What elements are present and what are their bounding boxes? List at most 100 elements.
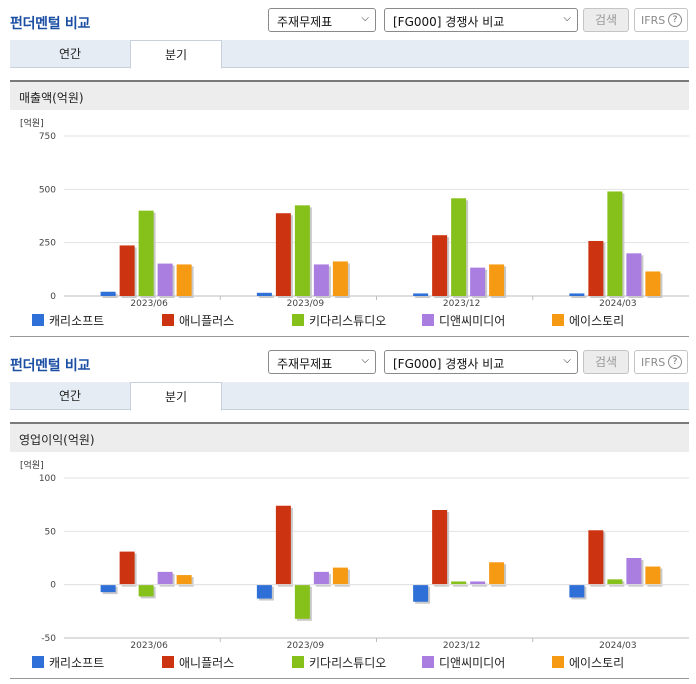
statement-type-select[interactable]: 주재무제표 ⌵ <box>268 350 376 374</box>
bar <box>607 191 623 296</box>
ifrs-help-button[interactable]: IFRS ? <box>634 350 688 374</box>
ifrs-label: IFRS <box>641 356 666 369</box>
chevron-down-icon: ⌵ <box>361 355 369 366</box>
bar <box>313 571 329 585</box>
search-button[interactable]: 검색 <box>583 8 629 32</box>
bar <box>294 205 310 296</box>
x-tick-label: 2023/12 <box>443 641 480 650</box>
bar <box>569 584 585 598</box>
bar <box>256 584 272 599</box>
bar <box>470 267 486 296</box>
tab-annual[interactable]: 연간 <box>58 389 82 403</box>
panel-title: 펀더멘털 비교 <box>10 16 91 32</box>
x-tick-label: 2024/03 <box>599 299 636 308</box>
period-tabs: 연간 분기 <box>10 382 689 411</box>
tab-annual[interactable]: 연간 <box>58 47 82 61</box>
compare-group-select[interactable]: [FG000] 경쟁사 비교 ⌵ <box>384 8 578 32</box>
bar <box>413 584 429 602</box>
legend-label: 애니플러스 <box>179 314 235 328</box>
legend-swatch <box>162 656 174 668</box>
fundamental-panel-revenue: 펀더멘털 비교 주재무제표 ⌵ [FG000] 경쟁사 비교 ⌵ 검색 IFRS… <box>10 8 689 337</box>
bar <box>645 566 661 585</box>
bar <box>100 291 116 296</box>
bar <box>432 510 448 585</box>
chevron-down-icon: ⌵ <box>563 13 571 24</box>
x-tick-label: 2024/03 <box>599 641 636 650</box>
x-tick-label: 2023/09 <box>287 641 325 650</box>
bar <box>413 293 429 296</box>
section-title: 영업이익(억원) <box>10 422 689 452</box>
bar <box>100 584 116 593</box>
search-button[interactable]: 검색 <box>583 350 629 374</box>
bar <box>157 263 173 296</box>
y-tick-label: 100 <box>39 474 56 484</box>
bar <box>588 530 604 585</box>
y-tick-label: 500 <box>39 185 56 195</box>
legend-swatch <box>292 656 304 668</box>
x-tick-label: 2023/06 <box>130 299 168 308</box>
y-tick-label: 250 <box>39 239 56 249</box>
chevron-down-icon: ⌵ <box>361 13 369 24</box>
compare-group-value: [FG000] 경쟁사 비교 <box>393 15 505 29</box>
bar <box>489 264 505 296</box>
tab-quarterly[interactable]: 분기 <box>130 40 222 69</box>
bar <box>176 575 192 585</box>
bar <box>489 562 505 585</box>
legend-swatch <box>162 314 174 326</box>
statement-type-value: 주재무제표 <box>277 15 333 29</box>
legend-label: 키다리스튜디오 <box>309 656 387 670</box>
panel-divider <box>10 336 689 337</box>
bar <box>451 198 467 296</box>
bar <box>332 261 348 296</box>
statement-type-select[interactable]: 주재무제표 ⌵ <box>268 8 376 32</box>
bar <box>294 584 310 619</box>
bar <box>626 253 642 296</box>
bar-shadow <box>258 294 274 298</box>
bar <box>275 505 291 585</box>
panel-divider <box>10 678 689 679</box>
help-icon: ? <box>668 355 682 369</box>
ifrs-label: IFRS <box>641 14 666 27</box>
x-tick-label: 2023/12 <box>443 299 480 308</box>
legend-swatch <box>422 314 434 326</box>
y-axis-unit-label: [억원] <box>20 117 44 129</box>
help-icon: ? <box>668 13 682 27</box>
legend-swatch <box>32 314 44 326</box>
bar <box>176 264 192 296</box>
ifrs-help-button[interactable]: IFRS ? <box>634 8 688 32</box>
bar <box>157 571 173 585</box>
compare-group-select[interactable]: [FG000] 경쟁사 비교 ⌵ <box>384 350 578 374</box>
bar <box>119 551 135 585</box>
legend-label: 애니플러스 <box>179 656 235 670</box>
bar <box>569 293 585 296</box>
y-tick-label: 50 <box>45 527 57 537</box>
y-tick-label: 750 <box>39 132 56 142</box>
bar-shadow <box>571 295 587 298</box>
y-tick-label: 0 <box>50 292 56 302</box>
y-axis-unit-label: [억원] <box>20 459 44 471</box>
chevron-down-icon: ⌵ <box>563 355 571 366</box>
bar <box>451 581 467 585</box>
bar <box>432 235 448 296</box>
legend-swatch <box>552 656 564 668</box>
bar <box>119 245 135 296</box>
period-tabs: 연간 분기 <box>10 40 689 69</box>
bar <box>138 210 154 296</box>
y-tick-label: -50 <box>41 634 56 644</box>
y-tick-label: 0 <box>50 581 56 591</box>
operating-profit-bar-chart: [억원] -50 0 50 100 2023/06 2023/09 2023/12 2024/0… <box>20 459 689 650</box>
bar <box>588 240 604 296</box>
bar <box>313 264 329 296</box>
legend-swatch <box>552 314 564 326</box>
panel-header: 펀더멘털 비교 주재무제표 ⌵ [FG000] 경쟁사 비교 ⌵ 검색 IFRS… <box>0 342 696 382</box>
bar-shadow <box>415 295 431 298</box>
legend-swatch <box>292 314 304 326</box>
bar <box>138 584 154 597</box>
bar <box>607 579 623 585</box>
revenue-bar-chart: [억원] 0 250 500 750 2023/06 2023/09 2023/12 2024/… <box>20 117 689 308</box>
legend-label: 캐리소프트 <box>49 314 105 328</box>
tab-quarterly[interactable]: 분기 <box>130 382 222 411</box>
bar <box>256 292 272 296</box>
fundamental-panel-operating-profit: 펀더멘털 비교 주재무제표 ⌵ [FG000] 경쟁사 비교 ⌵ 검색 IFRS… <box>0 342 696 684</box>
bar <box>470 581 486 585</box>
